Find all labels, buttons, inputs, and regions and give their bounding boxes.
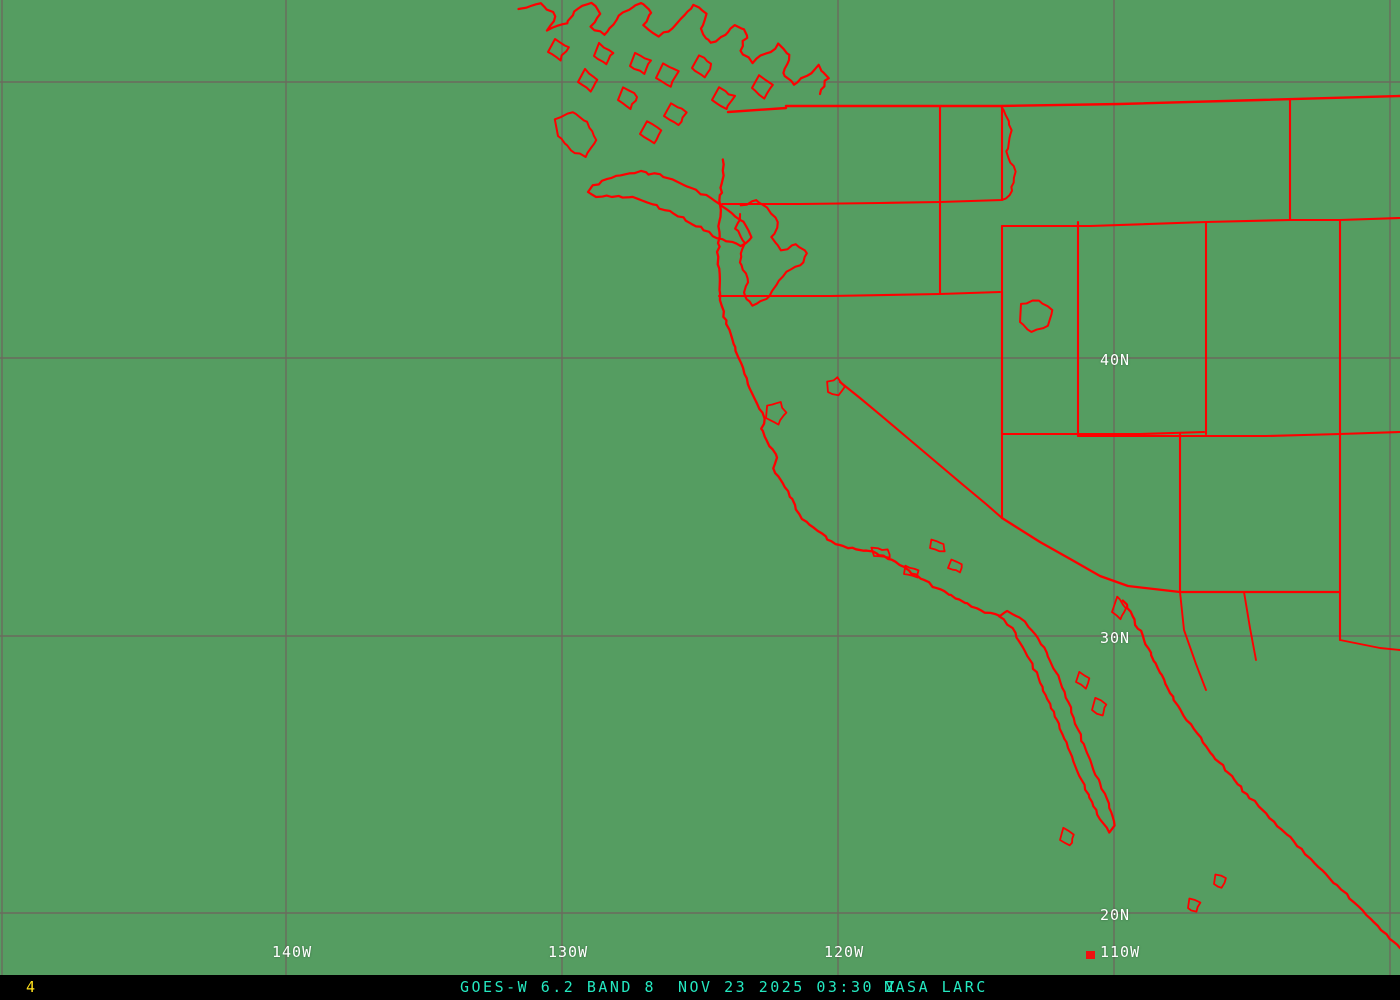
longitude-label: 120W	[824, 943, 865, 961]
latitude-label: 30N	[1100, 629, 1131, 647]
longitude-label: 110W	[1100, 943, 1141, 961]
longitude-label: 140W	[272, 943, 313, 961]
frame-counter: 4	[26, 978, 38, 996]
source-label: NASA LARC	[884, 978, 988, 996]
longitude-label: 130W	[548, 943, 589, 961]
latitude-label: 20N	[1100, 906, 1131, 924]
product-label: GOES-W 6.2 BAND 8	[460, 978, 657, 996]
latitude-label: 40N	[1100, 351, 1131, 369]
status-bar: 4 GOES-W 6.2 BAND 8 NOV 23 2025 03:30 Z …	[0, 975, 1400, 1000]
timestamp-label: NOV 23 2025 03:30 Z	[678, 978, 898, 996]
water-vapor-image	[0, 0, 1400, 975]
satellite-image-viewport[interactable]: 40N 30N 20N 140W 130W 120W 110W	[0, 0, 1400, 975]
